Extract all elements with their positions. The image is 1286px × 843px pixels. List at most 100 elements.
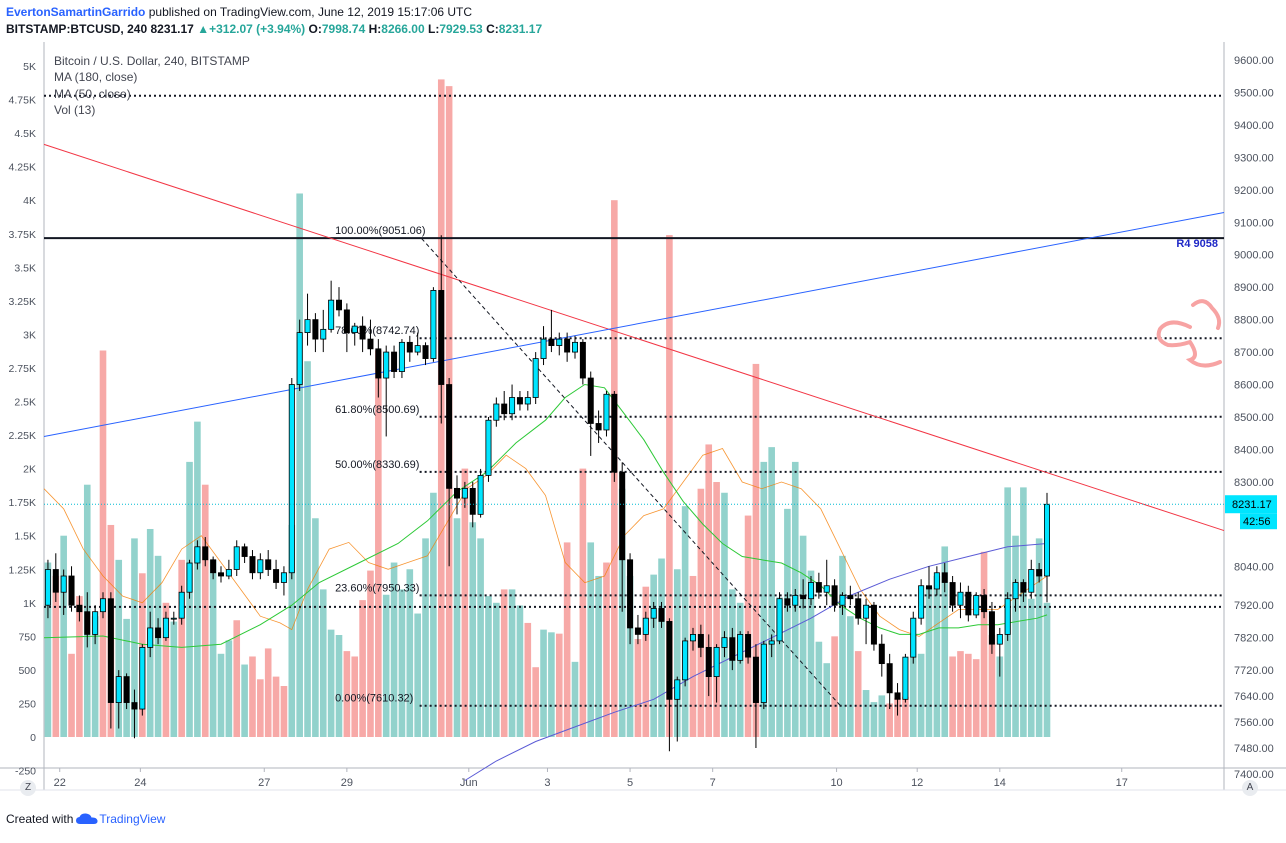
volume-bar (988, 635, 996, 737)
candle-body (634, 627, 641, 635)
candle-body (453, 487, 460, 499)
volume-bar (768, 447, 775, 737)
volume-bar (752, 363, 760, 737)
volume-bar (461, 468, 469, 737)
candle-body (430, 290, 437, 359)
candle-body (186, 562, 193, 593)
candle-body (752, 656, 759, 703)
chart-area[interactable]: 100.00%(9051.06) 78.60%(8742.74) 61.80%(85… (0, 42, 1286, 838)
candle-body (328, 299, 335, 330)
volume-bar (249, 656, 256, 737)
candle-body (579, 341, 586, 379)
price-tick-label: 7820.00 (1234, 633, 1274, 645)
volume-bar (516, 605, 524, 737)
candle-body (202, 546, 209, 561)
volume-bar (902, 696, 909, 737)
trendline-blue-uptrend[interactable] (43, 212, 1225, 437)
candle-body (147, 627, 154, 648)
volume-bar (367, 570, 374, 737)
candle-body (115, 676, 122, 703)
candle-body (878, 643, 885, 665)
last-price: 8231.17 (150, 22, 194, 36)
volume-bar (194, 421, 201, 737)
countdown-label: 42:56 (1243, 516, 1271, 528)
candle-body (68, 575, 75, 606)
candle-body (729, 637, 736, 661)
author-link[interactable]: EvertonSamartinGarrido (6, 5, 146, 19)
price-chart[interactable]: 100.00%(9051.06)78.60%(8742.74)61.80%(85… (0, 42, 1286, 838)
candle-body (642, 617, 649, 635)
volume-bar (760, 461, 768, 737)
time-tick-label: 22 (54, 777, 66, 789)
volume-bar (414, 613, 421, 737)
volume-tick-label: 4K (23, 195, 36, 207)
volume-bar (91, 616, 99, 737)
fib-label: 23.60%(7950.33) (335, 582, 419, 594)
volume-bar (335, 635, 343, 737)
candle-body (1012, 582, 1019, 600)
volume-tick-label: 2.75K (9, 363, 36, 375)
time-tick-label: 3 (544, 777, 550, 789)
time-tick-label: 27 (258, 777, 270, 789)
candle-body (910, 617, 917, 658)
footer: Created with TradingView (6, 812, 165, 826)
volume-bar (76, 596, 83, 737)
volume-bar (351, 656, 359, 737)
candle-body (516, 397, 523, 405)
volume-tick-label: 2.5K (14, 397, 36, 409)
candle-body (996, 634, 1003, 645)
volume-tick-label: 1.25K (9, 564, 36, 576)
auto-scale-button[interactable]: A (1242, 780, 1258, 796)
created-with-text: Created with (6, 812, 74, 826)
pivot-label: R4 9058 (1176, 238, 1218, 250)
candle-body (477, 474, 484, 515)
legend-vol[interactable]: Vol (13) (54, 103, 96, 117)
volume-tick-label: 3.25K (9, 296, 36, 308)
price-tick-label: 8700.00 (1234, 347, 1274, 359)
volume-bar (736, 602, 744, 737)
price-tick-label: 9200.00 (1234, 185, 1274, 197)
time-tick-label: 7 (710, 777, 716, 789)
high-label: H: (368, 22, 382, 36)
candle-body (737, 634, 744, 661)
price-tick-label: 7480.00 (1234, 743, 1274, 755)
candle-body (304, 319, 311, 334)
candle-body (288, 384, 295, 574)
candle-body (225, 569, 232, 577)
volume-bar (603, 562, 610, 737)
volume-bar (689, 575, 697, 737)
legend-ma180[interactable]: MA (180, close) (54, 70, 138, 84)
trendline-red-downtrend[interactable] (43, 143, 1225, 532)
time-tick-label: 10 (830, 777, 842, 789)
candle-body (92, 611, 99, 635)
legend-ma50[interactable]: MA (50, close) (54, 87, 131, 101)
volume-bar (359, 600, 366, 737)
candle-body (564, 338, 571, 353)
price-tick-label: 8900.00 (1234, 282, 1274, 294)
volume-bar (477, 538, 484, 737)
candle-body (697, 634, 704, 648)
ohlc-line: BITSTAMP:BTCUSD, 240 8231.17 ▲+312.07 (+… (6, 22, 542, 36)
time-tick-label: 5 (627, 777, 633, 789)
zoom-reset-button[interactable]: Z (20, 780, 36, 796)
volume-tick-label: 5K (23, 61, 36, 73)
candle-body (162, 617, 169, 639)
volume-bar (233, 620, 241, 737)
volume-bar (579, 468, 587, 737)
volume-bar (870, 702, 878, 737)
volume-tick-label: 2K (23, 464, 36, 476)
volume-bar (650, 574, 657, 737)
volume-bar (847, 616, 854, 737)
volume-bar (571, 661, 579, 737)
candle-body (831, 585, 838, 606)
candle-body (414, 345, 421, 353)
price-tick-label: 9300.00 (1234, 152, 1274, 164)
candle-body (776, 598, 783, 642)
volume-bar (398, 589, 406, 737)
candle-body (847, 595, 854, 600)
time-tick-label: 24 (134, 777, 146, 789)
tradingview-logo[interactable]: TradingView (75, 812, 165, 826)
volume-bar (508, 589, 516, 737)
candle-body (446, 384, 453, 489)
price-tick-label: 7400.00 (1234, 769, 1274, 781)
